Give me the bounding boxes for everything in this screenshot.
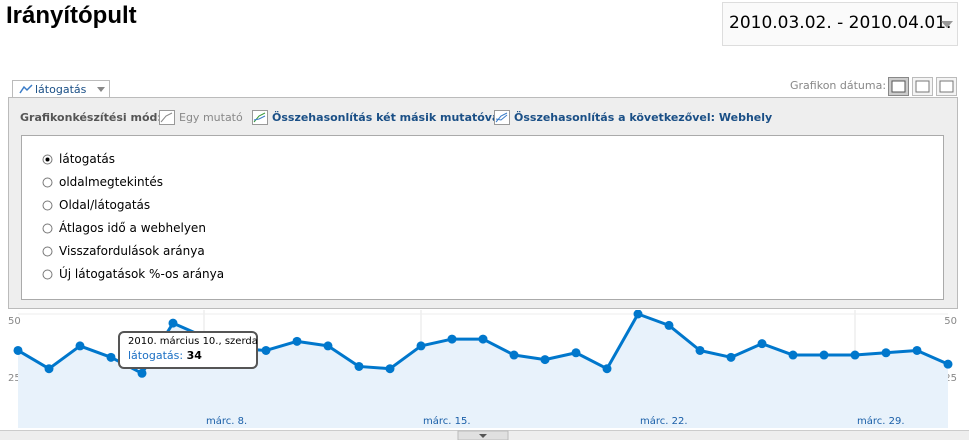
point [168,318,178,328]
radio-button[interactable] [42,269,53,280]
point [137,368,147,378]
radio-button[interactable] [42,246,53,257]
metric-tab[interactable]: látogatás [12,80,110,98]
mode-icon [159,110,175,125]
page-title: Irányítópult [6,2,137,29]
mode-icon [252,110,268,125]
point [571,348,581,358]
point [540,355,550,365]
point [819,350,829,360]
mode-option-link[interactable]: Összehasonlítás a következővel: Webhely [514,111,773,124]
tab-label: látogatás [35,83,87,96]
x-tick-label: márc. 8. [206,415,247,427]
chart-options-panel: Grafikonkészítési mód: Egy mutató Összeh… [8,97,958,309]
point [323,341,333,351]
point [757,339,767,349]
y-tick-label: 25 [8,373,21,384]
mode-option: Egy mutató [179,111,243,124]
metric-label: látogatás [59,152,116,166]
tooltip: 2010. március 10., szerda látogatás: 34 [118,331,258,369]
y-tick-label: 50 [8,316,21,327]
point [75,341,85,351]
metric-label: Oldal/látogatás [59,198,151,212]
mode-label: Grafikonkészítési mód: [20,111,162,124]
metric-label: Átlagos idő a webhelyen [59,221,206,235]
point [447,334,457,344]
point [633,310,643,319]
metric-label: Visszafordulások aránya [59,244,205,258]
x-tick-label: márc. 22. [640,415,688,427]
point [478,334,488,344]
point [881,348,891,358]
metric-option[interactable]: oldalmegtekintés [42,175,163,189]
area [18,314,948,428]
point [509,350,519,360]
point [943,359,953,369]
chart: 25 25 50 50 márc. 8. márc. 15. márc. 22. márc. … [0,310,969,440]
metric-label: Új látogatások %-os aránya [59,267,225,281]
radio-button[interactable] [42,177,53,188]
point [850,350,860,360]
point [602,364,612,374]
graph-by-label: Grafikon dátuma: [790,79,887,92]
mode-option-link[interactable]: Összehasonlítás két másik mutatóval [272,111,504,124]
point [385,364,395,374]
x-tick-label: márc. 29. [857,415,905,427]
point [292,336,302,346]
x-tick-label: márc. 15. [423,415,471,427]
date-range: 2010.03.02. - 2010.04.01. [729,13,952,33]
point [788,350,798,360]
metric-option[interactable]: Visszafordulások aránya [42,244,205,258]
tooltip-value: 34 [186,349,202,362]
point [912,345,922,355]
radio-button[interactable] [42,223,53,234]
point [416,341,426,351]
point [261,345,271,355]
radio-button[interactable] [42,200,53,211]
y-tick-label-right: 25 [944,373,957,384]
date-range-picker[interactable]: 2010.03.02. - 2010.04.01. [722,2,958,46]
metric-option[interactable]: Átlagos idő a webhelyen [42,221,206,235]
radio-button[interactable] [42,154,53,165]
mode-icon [494,110,510,125]
tooltip-date: 2010. március 10., szerda [128,336,258,347]
line-icon [19,84,33,94]
point [695,345,705,355]
point [44,364,54,374]
point [106,352,116,362]
metric-option[interactable]: Új látogatások %-os aránya [42,267,224,281]
dropdown-arrow [941,21,953,28]
metric-label: oldalmegtekintés [59,175,163,189]
point [726,352,736,362]
point [13,345,23,355]
point [664,320,674,330]
tooltip-metric: látogatás: [128,349,184,362]
metric-option[interactable]: Oldal/látogatás [42,198,150,212]
graph-by-buttons[interactable] [888,77,958,97]
y-tick-label-right: 50 [944,316,957,327]
metric-option[interactable]: látogatás [42,152,115,166]
resize-arrow [479,434,487,438]
point [354,361,364,371]
metric-list: látogatás oldalmegtekintés Oldal/látogatás… [21,135,944,300]
tab-arrow [97,87,105,92]
